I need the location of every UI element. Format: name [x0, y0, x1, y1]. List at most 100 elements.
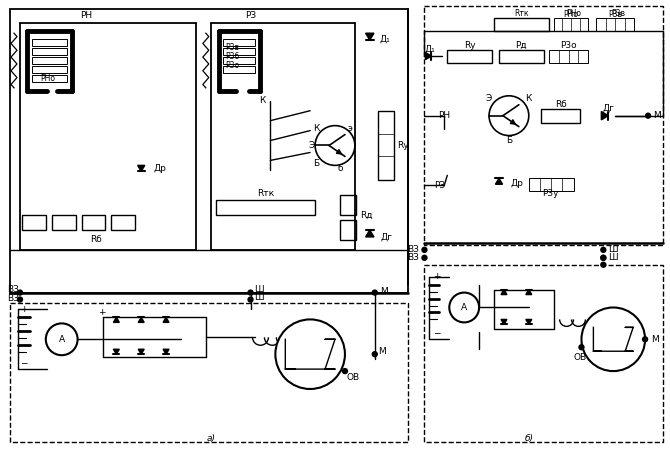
Text: РЗ: РЗ — [245, 11, 256, 20]
Text: Rб: Rб — [90, 235, 103, 244]
Text: РНо: РНо — [566, 9, 581, 18]
Text: Дг: Дг — [602, 103, 614, 112]
Text: М: М — [653, 111, 661, 120]
Text: ВЗ: ВЗ — [7, 294, 19, 303]
Bar — [222, 57, 255, 64]
Text: Rд: Rд — [360, 211, 373, 220]
Bar — [596, 18, 634, 31]
Polygon shape — [366, 230, 374, 237]
Bar — [549, 50, 588, 63]
Circle shape — [450, 292, 479, 322]
Text: Rу: Rу — [397, 141, 409, 150]
Text: Rтк: Rтк — [257, 189, 274, 198]
Bar — [529, 178, 574, 191]
Bar — [22, 215, 46, 230]
Bar — [541, 109, 580, 123]
Bar — [378, 111, 394, 180]
Polygon shape — [501, 320, 507, 324]
Circle shape — [489, 96, 529, 135]
Polygon shape — [137, 165, 145, 171]
Polygon shape — [526, 320, 532, 324]
Text: э: э — [348, 124, 352, 133]
Bar — [553, 18, 588, 31]
Text: Д₁: Д₁ — [380, 35, 391, 44]
Circle shape — [601, 248, 606, 252]
Polygon shape — [495, 178, 502, 184]
Bar — [222, 39, 255, 46]
Text: РНо: РНо — [40, 74, 55, 83]
Bar — [494, 18, 549, 31]
Text: Д₁: Д₁ — [424, 45, 435, 54]
Bar — [448, 50, 492, 63]
Circle shape — [373, 352, 377, 357]
Text: Ш: Ш — [608, 253, 618, 262]
Text: Р3в: Р3в — [611, 9, 625, 18]
Text: РН: РН — [80, 11, 92, 20]
Polygon shape — [602, 112, 608, 120]
Polygon shape — [366, 33, 374, 40]
Polygon shape — [526, 290, 532, 295]
Circle shape — [248, 297, 253, 302]
Text: Б: Б — [506, 136, 512, 145]
Polygon shape — [113, 349, 119, 354]
Polygon shape — [138, 349, 144, 354]
Circle shape — [17, 297, 22, 302]
Circle shape — [342, 369, 348, 373]
Bar — [216, 200, 315, 215]
Text: Р3в: Р3в — [608, 10, 622, 19]
Text: +: + — [98, 308, 105, 317]
Bar — [222, 48, 255, 55]
Text: Р3у: Р3у — [543, 189, 559, 198]
Text: Р3б: Р3б — [226, 52, 240, 61]
Text: Ш: Ш — [608, 245, 618, 254]
Text: К: К — [525, 94, 532, 104]
Text: Дp: Дp — [153, 164, 166, 173]
Text: ВЗ: ВЗ — [407, 245, 419, 254]
Text: ВЗ: ВЗ — [407, 253, 419, 262]
Text: РН: РН — [438, 111, 450, 120]
Text: М: М — [378, 346, 385, 356]
Circle shape — [579, 345, 584, 350]
Text: ОВ: ОВ — [574, 353, 587, 362]
Circle shape — [422, 255, 427, 260]
Text: А: А — [59, 335, 65, 344]
Text: А: А — [461, 303, 467, 312]
Text: Rу: Rу — [464, 40, 476, 50]
Text: К: К — [313, 124, 320, 133]
Circle shape — [582, 307, 645, 371]
Text: Р3о: Р3о — [560, 40, 577, 50]
Circle shape — [601, 262, 606, 267]
Polygon shape — [163, 317, 169, 322]
Polygon shape — [113, 317, 119, 322]
Text: М: М — [380, 287, 387, 296]
Circle shape — [17, 290, 22, 295]
Text: Э: Э — [309, 141, 316, 150]
Polygon shape — [163, 349, 169, 354]
Circle shape — [373, 290, 377, 295]
Text: б): б) — [525, 434, 533, 443]
Text: −: − — [433, 328, 441, 337]
Text: б: б — [337, 164, 343, 173]
Text: Ш: Ш — [255, 285, 264, 294]
Bar — [32, 75, 67, 82]
Bar — [32, 39, 67, 46]
Bar — [52, 215, 76, 230]
Bar — [340, 195, 356, 215]
Text: Rб: Rб — [555, 100, 566, 109]
Circle shape — [601, 255, 606, 260]
Text: Рд: Рд — [515, 40, 527, 50]
Text: +: + — [433, 272, 441, 281]
Text: М: М — [651, 335, 659, 344]
Circle shape — [601, 255, 606, 260]
Polygon shape — [425, 53, 431, 60]
Bar — [222, 66, 255, 73]
Text: +: + — [20, 305, 27, 314]
Bar — [32, 66, 67, 73]
Polygon shape — [501, 290, 507, 295]
Circle shape — [275, 320, 345, 389]
Text: ОВ: ОВ — [347, 373, 360, 382]
Circle shape — [315, 126, 355, 165]
Text: а): а) — [206, 434, 215, 443]
Polygon shape — [138, 317, 144, 322]
Text: Э: Э — [486, 94, 492, 104]
